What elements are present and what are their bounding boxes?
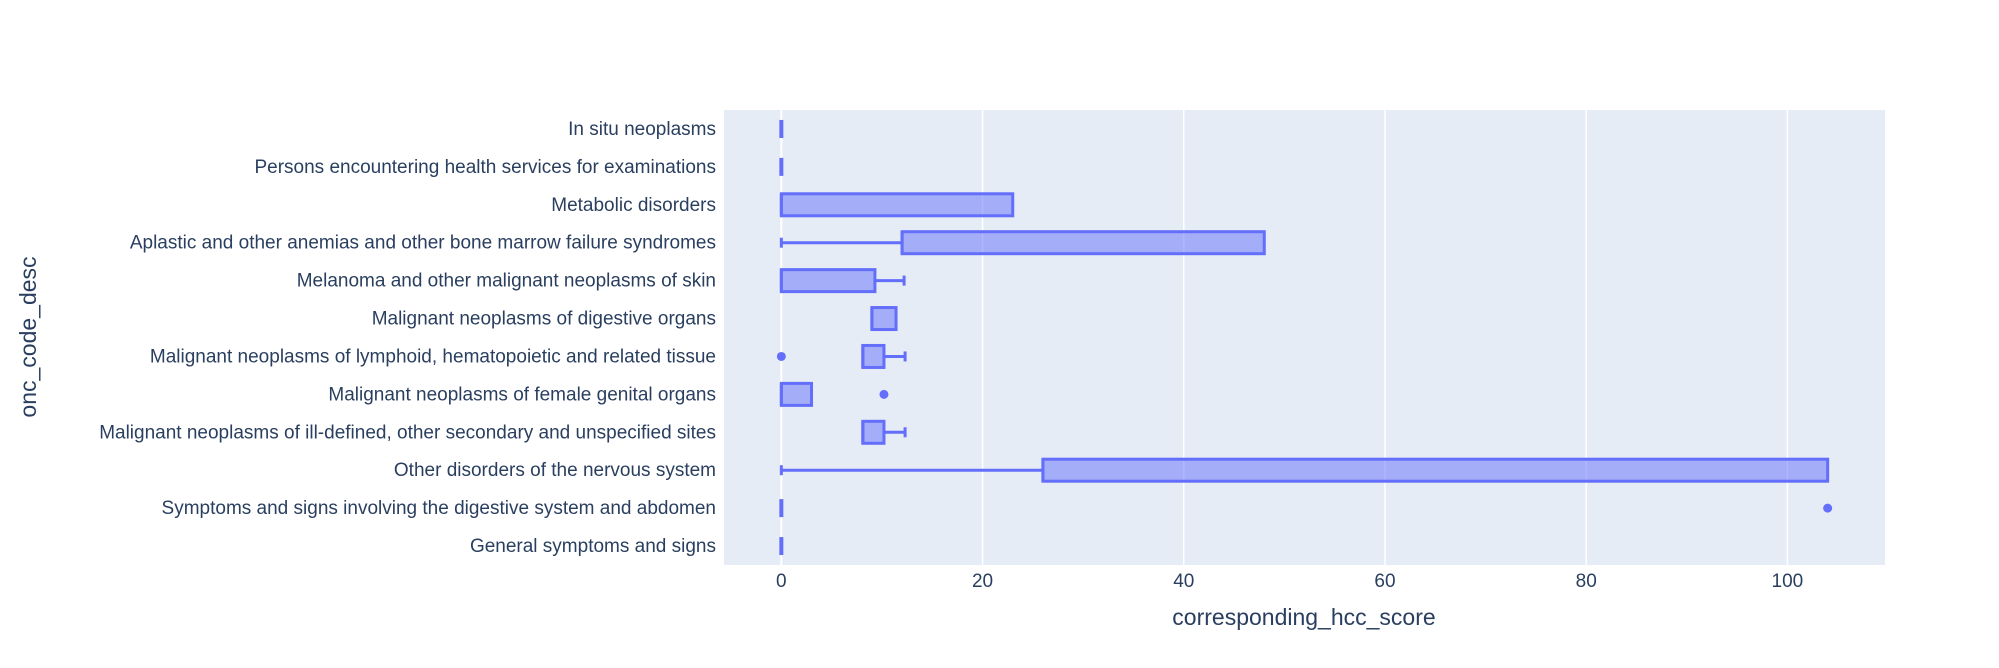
outlier-point[interactable] (879, 389, 889, 399)
box-row[interactable] (870, 306, 898, 332)
y-tick-label: Symptoms and signs involving the digesti… (162, 498, 716, 519)
box-row[interactable] (779, 457, 1830, 483)
box-row[interactable] (779, 192, 1015, 218)
outlier-point[interactable] (1823, 503, 1833, 513)
plot-layer: In situ neoplasms Persons encountering he… (99, 110, 1885, 592)
x-tick-label: 80 (1576, 571, 1597, 592)
box-row[interactable] (779, 230, 1266, 256)
x-tick-label: 20 (972, 571, 993, 592)
iqr-box[interactable] (779, 268, 877, 294)
y-tick-label: Malignant neoplasms of lymphoid, hematop… (150, 346, 716, 367)
iqr-box[interactable] (1041, 457, 1830, 483)
x-tick-label: 0 (776, 571, 787, 592)
x-tick-label: 60 (1374, 571, 1395, 592)
x-tick-label: 100 (1772, 571, 1804, 592)
iqr-box[interactable] (779, 192, 1015, 218)
x-axis-title: corresponding_hcc_score (1172, 604, 1435, 630)
iqr-box[interactable] (870, 306, 898, 332)
y-tick-label: Persons encountering health services for… (254, 157, 716, 178)
y-tick-label: In situ neoplasms (568, 119, 716, 140)
y-tick-label: Malignant neoplasms of ill-defined, othe… (99, 422, 716, 443)
iqr-box[interactable] (861, 419, 886, 445)
y-tick-label: Aplastic and other anemias and other bon… (130, 233, 716, 254)
y-tick-label: General symptoms and signs (470, 536, 716, 557)
box-row[interactable] (779, 381, 889, 407)
box-row[interactable] (779, 268, 906, 294)
plot-area (724, 110, 1885, 565)
iqr-box[interactable] (861, 343, 886, 369)
box-row[interactable] (779, 499, 1833, 518)
y-tick-label: Other disorders of the nervous system (394, 460, 716, 481)
box-row[interactable] (776, 343, 907, 369)
outlier-point[interactable] (776, 351, 786, 361)
iqr-box[interactable] (900, 230, 1266, 256)
y-tick-label: Metabolic disorders (551, 195, 716, 216)
iqr-box[interactable] (779, 381, 814, 407)
y-tick-label: Malignant neoplasms of digestive organs (372, 309, 716, 330)
y-tick-label: Melanoma and other malignant neoplasms o… (297, 271, 716, 292)
y-tick-label: Malignant neoplasms of female genital or… (328, 384, 716, 405)
box-row[interactable] (861, 419, 907, 445)
y-axis-title: onc_code_desc (15, 256, 41, 417)
x-tick-label: 40 (1173, 571, 1194, 592)
